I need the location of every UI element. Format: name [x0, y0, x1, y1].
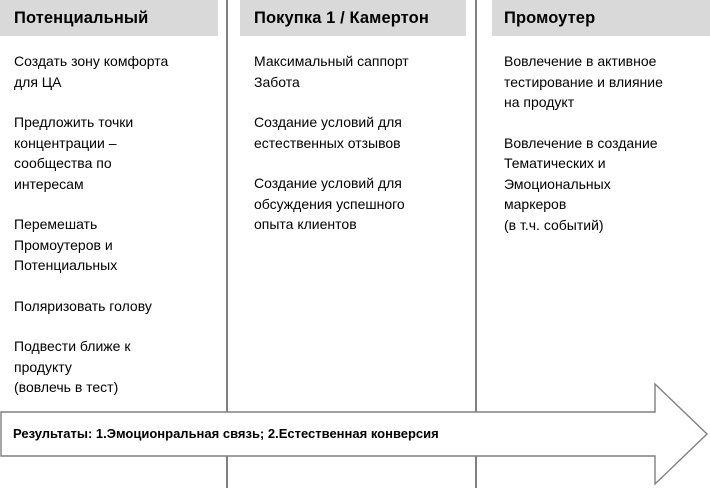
column-title-label: Покупка 1 / Камертон: [254, 8, 429, 27]
column-promoter: Промоутер Вовлечение в активное тестиров…: [492, 0, 710, 235]
right-arrow-shape: [0, 382, 709, 486]
list-item: Подвести ближе к продукту (вовлечь в тес…: [14, 338, 131, 395]
list-item: Перемешать Промоутеров и Потенциальных: [14, 216, 118, 273]
list-item: Вовлечение в активное тестирование и вли…: [504, 53, 663, 110]
list-item: Создание условий для естественных отзыво…: [254, 114, 402, 151]
column-header-potential: Потенциальный: [0, 0, 218, 36]
list-item: Создание условий для обсуждения успешног…: [254, 175, 405, 232]
column-potential: Потенциальный Создать зону комфорта для …: [0, 0, 218, 398]
column-body-potential: Создать зону комфорта для ЦА Предложить …: [0, 36, 218, 398]
column-divider-2: [475, 0, 477, 488]
column-body-purchase: Максимальный саппорт Забота Создание усл…: [240, 36, 466, 235]
list-item: Поляризовать голову: [14, 297, 152, 314]
column-divider-1: [226, 0, 228, 488]
column-title-label: Промоутер: [504, 8, 596, 27]
list-item: Максимальный саппорт Забота: [254, 53, 409, 90]
list-item: Предложить точки концентрации – сообщест…: [14, 114, 134, 192]
results-arrow-banner: [0, 380, 710, 488]
list-item: Создать зону комфорта для ЦА: [14, 53, 169, 90]
column-header-purchase: Покупка 1 / Камертон: [240, 0, 466, 36]
column-purchase: Покупка 1 / Камертон Максимальный саппор…: [240, 0, 466, 235]
list-item: Вовлечение в создание Тематических и Эмо…: [504, 134, 658, 233]
column-title-label: Потенциальный: [14, 8, 149, 27]
column-body-promoter: Вовлечение в активное тестирование и вли…: [492, 36, 710, 235]
results-label: Результаты: 1.Эмоционральная связь; 2.Ес…: [13, 426, 439, 441]
column-header-promoter: Промоутер: [492, 0, 710, 36]
